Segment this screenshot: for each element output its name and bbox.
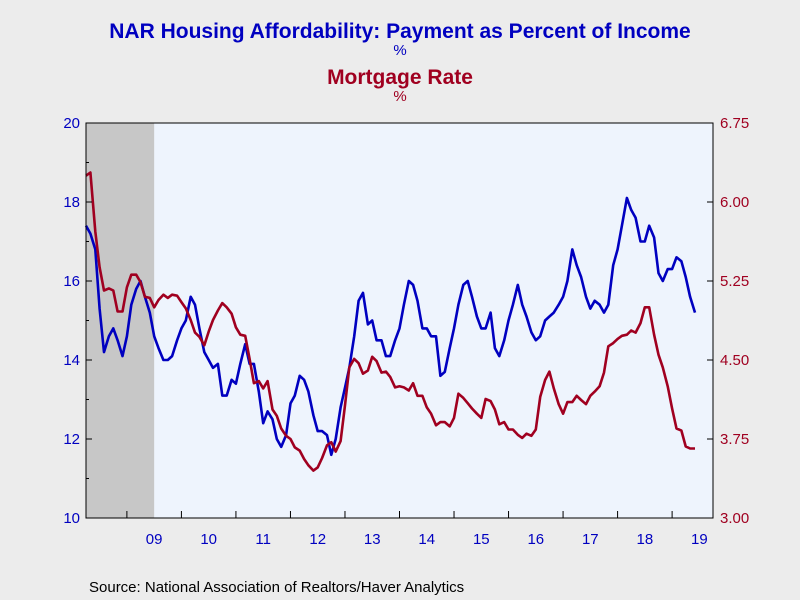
recession-shading: [86, 123, 155, 518]
chart-subtitle: Mortgage Rate: [327, 66, 473, 89]
chart-title-unit: %: [393, 42, 406, 59]
chart-subtitle-unit: %: [393, 88, 406, 105]
source-note: Source: National Association of Realtors…: [89, 579, 464, 596]
right-axis-tick-label: 6.00: [720, 194, 749, 211]
right-axis-tick-label: 3.75: [720, 431, 749, 448]
x-axis-tick-label: 11: [255, 531, 271, 548]
x-axis-tick-label: 12: [309, 531, 326, 548]
right-axis-tick-label: 4.50: [720, 352, 749, 369]
x-axis-tick-label: 16: [527, 531, 544, 548]
x-axis-tick-label: 18: [637, 531, 654, 548]
left-axis: 10 12 14 16 18 20: [63, 115, 92, 527]
left-axis-tick-label: 10: [63, 510, 80, 527]
x-axis: 09 10 11 12 13 14 15 16 17 18 19: [126, 511, 708, 548]
left-axis-tick-label: 14: [63, 352, 80, 369]
x-axis-tick-label: 15: [473, 531, 490, 548]
left-axis-tick-label: 12: [63, 431, 80, 448]
left-axis-tick-label: 18: [63, 194, 80, 211]
left-axis-tick-label: 20: [63, 115, 80, 132]
plot-area: [86, 123, 713, 518]
x-axis-tick-label: 09: [146, 531, 163, 548]
right-axis-tick-label: 3.00: [720, 510, 749, 527]
x-axis-tick-label: 14: [418, 531, 435, 548]
right-axis-tick-label: 6.75: [720, 115, 749, 132]
right-axis: 3.00 3.75 4.50 5.25 6.00 6.75: [707, 115, 749, 527]
x-axis-tick-label: 10: [200, 531, 217, 548]
x-axis-tick-label: 17: [582, 531, 599, 548]
right-axis-tick-label: 5.25: [720, 273, 749, 290]
series-layer: [84, 171, 697, 472]
chart-title: NAR Housing Affordability: Payment as Pe…: [109, 20, 690, 43]
series-line-mortgage-rate: [85, 171, 695, 472]
x-axis-tick-label: 13: [364, 531, 381, 548]
x-axis-tick-label: 19: [691, 531, 708, 548]
left-axis-tick-label: 16: [63, 273, 80, 290]
